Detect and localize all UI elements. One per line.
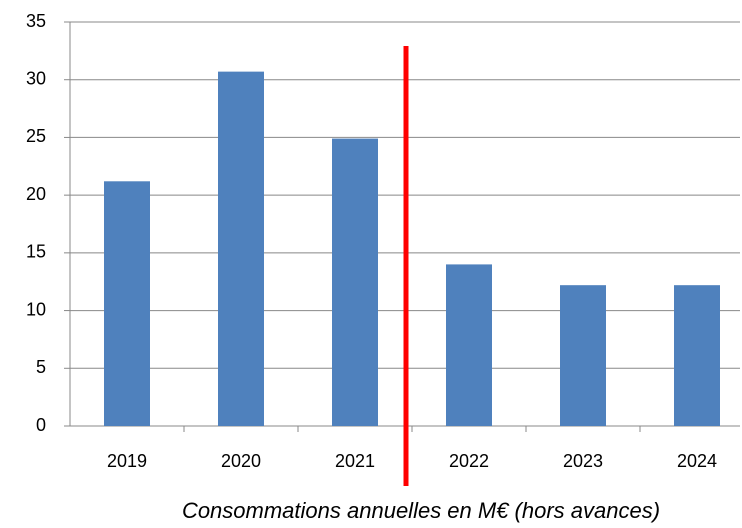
y-tick-label: 10 xyxy=(26,299,46,319)
bar xyxy=(218,71,264,427)
y-tick-label: 35 xyxy=(26,11,46,31)
y-tick-label: 25 xyxy=(26,126,46,146)
y-tick-label: 15 xyxy=(26,242,46,262)
x-axis-label: Consommations annuelles en M€ (hors avan… xyxy=(182,498,660,523)
bar xyxy=(674,285,720,426)
x-tick-label: 2020 xyxy=(221,451,261,471)
y-tick-label: 5 xyxy=(36,357,46,377)
bar xyxy=(332,138,378,426)
x-tick-label: 2024 xyxy=(677,451,717,471)
y-tick-label: 30 xyxy=(26,68,46,88)
x-tick-label: 2023 xyxy=(563,451,603,471)
y-tick-label: 0 xyxy=(36,415,46,435)
bar xyxy=(560,285,606,426)
x-tick-label: 2019 xyxy=(107,451,147,471)
bar xyxy=(104,181,150,426)
y-tick-label: 20 xyxy=(26,184,46,204)
bar xyxy=(446,264,492,426)
x-tick-label: 2022 xyxy=(449,451,489,471)
x-tick-label: 2021 xyxy=(335,451,375,471)
